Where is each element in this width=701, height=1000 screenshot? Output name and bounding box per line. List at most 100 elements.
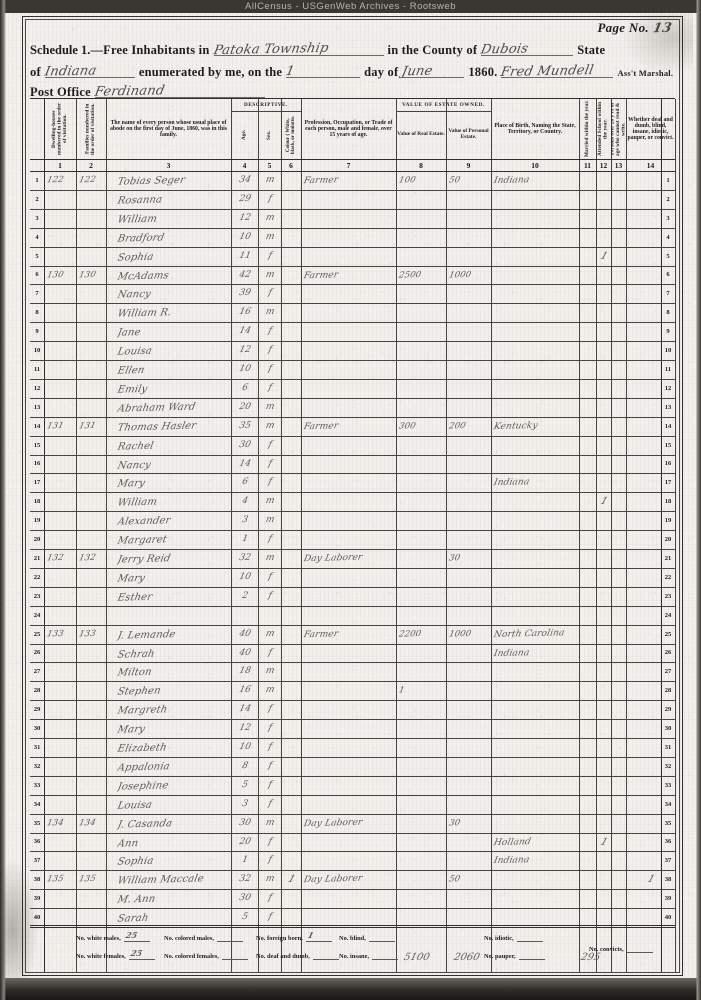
cell-sex[interactable]: f	[267, 855, 273, 866]
cell-occupation[interactable]: Day Laborer	[302, 874, 364, 886]
table-row[interactable]: 10 10 Louisa 12 f	[30, 341, 675, 360]
cell-age[interactable]: 10	[238, 364, 252, 375]
cell-age[interactable]: 12	[238, 213, 252, 224]
cell-personal[interactable]: 30	[447, 818, 461, 829]
cell-age[interactable]: 10	[238, 742, 252, 753]
table-row[interactable]: 13 13 Abraham Ward 20 m	[30, 398, 675, 417]
table-row[interactable]: 6 6 130 130 McAdams 42 m Farmer 2500 1000	[30, 266, 675, 285]
cell-age[interactable]: 5	[241, 780, 249, 791]
footer-white-males-field[interactable]: 25	[123, 930, 150, 942]
cell-dwelling[interactable]: 134	[45, 817, 65, 829]
cell-age[interactable]: 34	[238, 175, 252, 186]
table-row[interactable]: 15 15 Rachel 30 f	[30, 436, 675, 455]
cell-sex[interactable]: f	[267, 194, 273, 205]
cell-age[interactable]: 6	[241, 383, 249, 394]
table-row[interactable]: 9 9 Jane 14 f	[30, 322, 675, 341]
table-row[interactable]: 30 30 Mary 12 f	[30, 719, 675, 738]
cell-real[interactable]: 300	[397, 421, 417, 432]
cell-sex[interactable]: f	[267, 647, 273, 658]
cell-age[interactable]: 32	[238, 553, 252, 564]
cell-sex[interactable]: f	[267, 742, 273, 753]
cell-sex[interactable]: f	[267, 761, 273, 772]
cell-age[interactable]: 11	[238, 250, 252, 262]
cell-family[interactable]: 122	[77, 175, 97, 186]
table-row[interactable]: 39 39 M. Ann 30 f	[30, 889, 675, 908]
cell-age[interactable]: 30	[238, 439, 252, 451]
cell-sex[interactable]: m	[264, 232, 276, 243]
table-row[interactable]: 24 24	[30, 606, 675, 625]
table-row[interactable]: 34 34 Louisa 3 f	[30, 795, 675, 814]
footer-insane-field[interactable]	[372, 952, 399, 960]
table-row[interactable]: 28 28 Stephen 16 m 1	[30, 681, 675, 700]
cell-real[interactable]: 2200	[397, 629, 423, 640]
table-row[interactable]: 5 5 Sophia 11 f 1	[30, 247, 675, 266]
cell-age[interactable]: 30	[238, 817, 252, 829]
table-row[interactable]: 38 38 135 135 William Maccale 32 m 1 Day Laborer…	[30, 870, 675, 889]
table-row[interactable]: 3 3 William 12 m	[30, 209, 675, 228]
cell-sex[interactable]: f	[267, 780, 273, 791]
cell-occupation[interactable]: Farmer	[302, 270, 340, 282]
footer-colored-males-field[interactable]	[216, 934, 243, 942]
cell-birth[interactable]: Indiana	[492, 478, 531, 489]
table-row[interactable]: 35 35 134 134 J. Casanda 30 m Day Laborer 30	[30, 814, 675, 833]
footer-idiotic-field[interactable]	[516, 934, 543, 942]
cell-personal[interactable]: 50	[447, 874, 461, 886]
cell-sex[interactable]: m	[264, 307, 276, 318]
table-row[interactable]: 19 19 Alexander 3 m	[30, 511, 675, 530]
cell-name[interactable]: J. Casanda	[116, 817, 174, 831]
cell-family[interactable]: 135	[77, 874, 97, 886]
cell-age[interactable]: 29	[238, 194, 252, 205]
cell-sex[interactable]: f	[267, 345, 273, 356]
footer-convicts-field[interactable]	[626, 945, 653, 953]
footer-blind-field[interactable]	[368, 934, 395, 942]
cell-sex[interactable]: m	[264, 421, 276, 432]
cell-sex[interactable]: f	[267, 477, 273, 488]
table-row[interactable]: 23 23 Esther 2 f	[30, 587, 675, 606]
cell-sex[interactable]: f	[267, 383, 273, 394]
cell-sex[interactable]: m	[264, 496, 276, 507]
footer-white-females-field[interactable]: 25	[128, 948, 155, 960]
table-row[interactable]: 22 22 Mary 10 f	[30, 568, 675, 587]
cell-age[interactable]: 12	[238, 345, 252, 356]
cell-dwelling[interactable]: 132	[45, 553, 65, 564]
cell-school[interactable]: 1	[598, 496, 610, 508]
cell-dwelling[interactable]: 122	[45, 175, 65, 186]
cell-personal[interactable]: 1000	[447, 269, 473, 281]
cell-age[interactable]: 2	[241, 591, 249, 602]
table-row[interactable]: 36 36 Ann 20 f Holland 1	[30, 833, 675, 852]
cell-name[interactable]: Sophia	[116, 251, 155, 264]
cell-personal[interactable]: 50	[447, 175, 461, 186]
cell-sex[interactable]: f	[267, 723, 273, 734]
cell-occupation[interactable]: Farmer	[302, 175, 340, 187]
cell-family[interactable]: 132	[77, 553, 97, 564]
cell-birth[interactable]: Indiana	[492, 856, 531, 867]
cell-family[interactable]: 133	[77, 628, 97, 640]
cell-sex[interactable]: f	[267, 250, 273, 262]
table-row[interactable]: 40 40 Sarah 5 f	[30, 908, 675, 927]
table-row[interactable]: 27 27 Milton 18 m	[30, 662, 675, 681]
cell-occupation[interactable]: Farmer	[302, 629, 340, 641]
cell-sex[interactable]: f	[267, 288, 273, 299]
cell-sex[interactable]: m	[264, 175, 276, 186]
cell-family[interactable]: 130	[77, 269, 97, 281]
cell-name[interactable]: J. Lemande	[116, 628, 177, 642]
cell-sex[interactable]: f	[267, 364, 273, 375]
cell-sex[interactable]: m	[264, 269, 276, 281]
footer-colored-females-field[interactable]	[221, 952, 248, 960]
table-row[interactable]: 7 7 Nancy 39 f	[30, 284, 675, 303]
cell-school[interactable]: 1	[598, 836, 610, 848]
table-row[interactable]: 21 21 132 132 Jerry Reid 32 m Day Laborer 30	[30, 549, 675, 568]
cell-sex[interactable]: m	[264, 685, 276, 696]
table-row[interactable]: 17 17 Mary 6 f Indiana	[30, 473, 675, 492]
cell-sex[interactable]: f	[267, 799, 273, 810]
cell-age[interactable]: 40	[238, 628, 252, 640]
cell-age[interactable]: 10	[238, 572, 252, 583]
table-row[interactable]: 12 12 Emily 6 f	[30, 379, 675, 398]
table-row[interactable]: 2 2 Rosanna 29 f	[30, 190, 675, 209]
cell-age[interactable]: 3	[241, 799, 249, 810]
cell-occupation[interactable]: Day Laborer	[302, 553, 364, 565]
cell-dwelling[interactable]: 131	[45, 421, 65, 432]
cell-sex[interactable]: f	[267, 836, 273, 847]
cell-age[interactable]: 35	[238, 420, 252, 432]
cell-age[interactable]: 12	[238, 723, 252, 734]
